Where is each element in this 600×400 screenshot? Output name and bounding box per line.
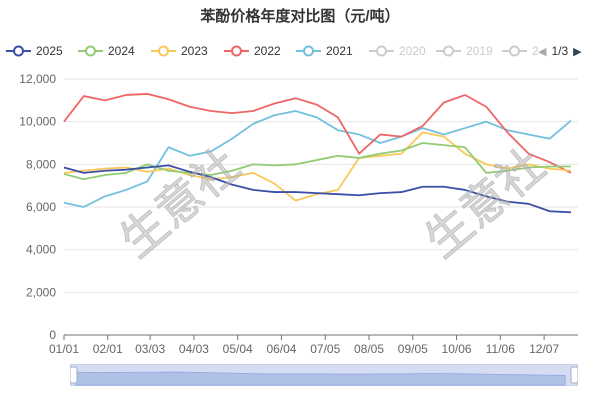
- legend-next-icon[interactable]: ▶: [573, 45, 582, 58]
- legend-label: 2020: [399, 44, 426, 58]
- legend-line-circle-icon: [296, 45, 321, 57]
- legend-item-2019[interactable]: 2019: [436, 40, 493, 62]
- series-line-2022[interactable]: [63, 93, 572, 174]
- legend-label: 2019: [466, 44, 493, 58]
- x-tick-label: 07/05: [310, 342, 340, 356]
- x-tick-label: 11/06: [486, 342, 515, 356]
- x-tick-label: 05/04: [223, 342, 253, 356]
- legend-item-2022[interactable]: 2022: [224, 40, 281, 62]
- x-tick-label: 02/01: [93, 342, 123, 356]
- slider-left-handle[interactable]: [69, 366, 78, 384]
- series-line-2023[interactable]: [63, 131, 572, 202]
- legend-pager: ◀ 1/3 ▶: [538, 40, 582, 62]
- legend-line-circle-icon: [369, 45, 394, 57]
- y-tick-label: 12,000: [19, 72, 56, 86]
- legend-line-circle-icon: [224, 45, 249, 57]
- y-tick-label: 10,000: [19, 115, 56, 129]
- legend-label: 2024: [108, 44, 135, 58]
- legend-item-2021[interactable]: 2021: [296, 40, 353, 62]
- legend-item-2020[interactable]: 2020: [369, 40, 426, 62]
- y-tick-label: 0: [49, 328, 56, 342]
- x-tick-label: 10/06: [442, 342, 472, 356]
- legend-item-2[interactable]: 2: [502, 40, 539, 62]
- x-tick-label: 09/05: [398, 342, 428, 356]
- series-line-2021[interactable]: [63, 110, 572, 208]
- legend-page-label: 1/3: [551, 44, 569, 58]
- watermark: 生意社: [415, 138, 555, 268]
- series-line-2024[interactable]: [63, 142, 571, 181]
- slider-right-handle[interactable]: [570, 366, 579, 384]
- slider-preview-area: [75, 371, 566, 386]
- chart-title: 苯酚价格年度对比图（元/吨）: [200, 8, 400, 25]
- legend-item-2025[interactable]: 2025: [6, 40, 63, 62]
- legend-label: 2022: [254, 44, 281, 58]
- legend-line-circle-icon: [78, 45, 103, 57]
- y-tick-label: 2,000: [26, 285, 56, 299]
- watermark: 生意社: [110, 138, 250, 268]
- legend-line-circle-icon: [6, 45, 31, 57]
- legend-line-circle-icon: [151, 45, 176, 57]
- legend-label: 2023: [181, 44, 208, 58]
- x-tick-label: 01/01: [49, 342, 79, 356]
- x-tick-label: 12/07: [529, 342, 559, 356]
- legend-line-circle-icon: [502, 45, 527, 57]
- legend-line-circle-icon: [436, 45, 461, 57]
- y-tick-label: 6,000: [26, 200, 56, 214]
- y-tick-label: 4,000: [26, 243, 56, 257]
- legend-item-2024[interactable]: 2024: [78, 40, 135, 62]
- x-tick-label: 08/05: [354, 342, 384, 356]
- legend-prev-icon[interactable]: ◀: [538, 45, 547, 58]
- legend: 2025 2024 2023 2022 2021 2020 2019 2: [6, 40, 596, 62]
- slider-selection[interactable]: [70, 364, 578, 386]
- legend-label: 2021: [326, 44, 353, 58]
- y-tick-label: 8,000: [26, 157, 56, 171]
- legend-label: 2: [532, 44, 539, 58]
- series-line-2025[interactable]: [63, 164, 571, 214]
- x-tick-label: 06/04: [266, 342, 296, 356]
- legend-label: 2025: [36, 44, 63, 58]
- x-tick-label: 03/03: [135, 342, 165, 356]
- legend-item-2023[interactable]: 2023: [151, 40, 208, 62]
- x-tick-label: 04/03: [179, 342, 209, 356]
- data-zoom-slider[interactable]: [69, 363, 579, 387]
